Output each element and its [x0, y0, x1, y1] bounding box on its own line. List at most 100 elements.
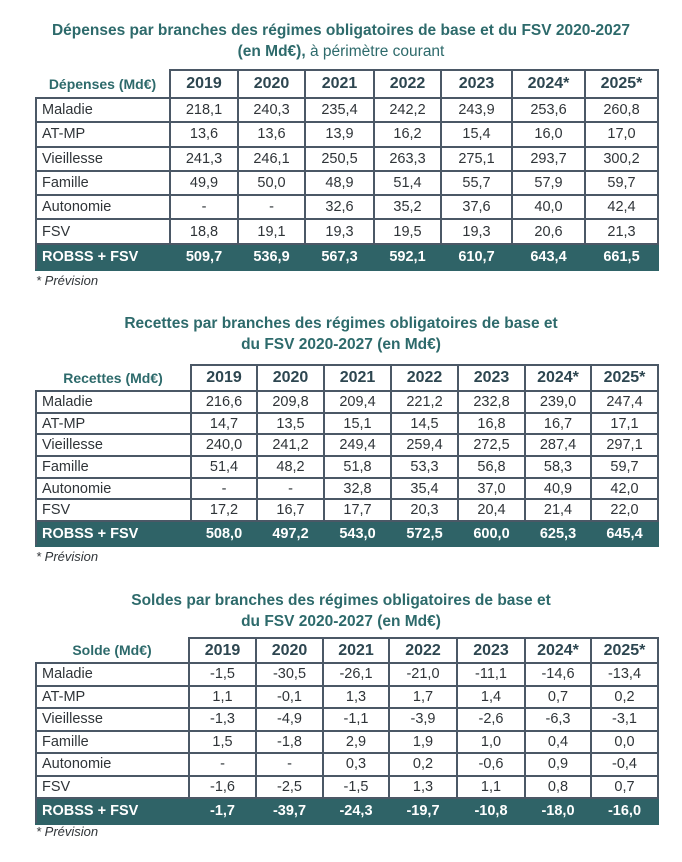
- table-row: Maladie 216,6 209,8 209,4 221,2 232,8 239,0 247…: [35, 390, 659, 414]
- branch-label: FSV: [35, 774, 190, 799]
- table-soldes: Solde (Md€) 2019 2020 2021 2022 2023 2024* 2025…: [35, 637, 659, 825]
- value-cell: 1,3: [388, 774, 458, 799]
- value-cell: 42,4: [584, 194, 659, 221]
- value-cell: 242,2: [373, 96, 442, 124]
- total-value-cell: 543,0: [323, 520, 392, 548]
- value-cell: 48,2: [256, 455, 325, 479]
- value-cell: 49,9: [169, 169, 239, 197]
- value-cell: 0,8: [524, 774, 592, 799]
- value-cell: 263,3: [373, 145, 442, 172]
- total-row: ROBSS + FSV -1,7 -39,7 -24,3 -19,7 -10,8 -18,0…: [35, 797, 659, 825]
- value-cell: 53,3: [390, 455, 459, 479]
- value-cell: 0,7: [590, 774, 659, 799]
- value-cell: 260,8: [584, 96, 659, 124]
- branch-label: AT-MP: [35, 121, 171, 148]
- value-cell: 59,7: [590, 455, 659, 479]
- footnote-depenses: * Prévision: [36, 273, 99, 288]
- value-cell: 241,2: [256, 433, 325, 458]
- year-header: 2025*: [590, 364, 659, 392]
- value-cell: -2,6: [456, 707, 526, 732]
- value-cell: 209,8: [256, 390, 325, 414]
- table-title-recettes: Recettes par branches des régimes obliga…: [124, 315, 558, 353]
- value-cell: -1,8: [255, 729, 324, 754]
- row-header-label: Solde (Md€): [36, 638, 189, 664]
- branch-label: FSV: [35, 218, 171, 245]
- value-cell: 19,1: [237, 218, 306, 245]
- value-cell: 293,7: [511, 145, 586, 172]
- total-value-cell: -16,0: [590, 797, 659, 825]
- total-value-cell: -39,7: [255, 797, 324, 825]
- value-cell: -21,0: [388, 662, 458, 687]
- total-value-cell: -10,8: [456, 797, 526, 825]
- total-value-cell: 600,0: [457, 520, 526, 548]
- value-cell: -2,5: [255, 774, 324, 799]
- value-cell: 243,9: [440, 96, 513, 124]
- value-cell: 259,4: [390, 433, 459, 458]
- value-cell: 18,8: [169, 218, 239, 245]
- value-cell: 240,0: [190, 433, 258, 458]
- branch-label: Vieillesse: [35, 433, 192, 458]
- value-cell: 16,7: [256, 498, 325, 523]
- value-cell: 239,0: [524, 390, 592, 414]
- value-cell: 51,4: [190, 455, 258, 479]
- total-value-cell: 508,0: [190, 520, 258, 548]
- value-cell: 249,4: [323, 433, 392, 458]
- total-value-cell: 643,4: [511, 242, 586, 271]
- total-row: ROBSS + FSV 509,7 536,9 567,3 592,1 610,7 643,…: [35, 242, 659, 271]
- value-cell: -3,9: [388, 707, 458, 732]
- value-cell: 42,0: [590, 476, 659, 501]
- branch-label: Famille: [35, 729, 190, 754]
- value-cell: 0,9: [524, 752, 592, 777]
- total-label: ROBSS + FSV: [35, 797, 190, 825]
- value-cell: 209,4: [323, 390, 392, 414]
- branch-label: Autonomie: [35, 194, 171, 221]
- value-cell: 1,1: [188, 684, 257, 709]
- value-cell: 2,9: [322, 729, 390, 754]
- year-header: 2020: [237, 69, 306, 99]
- value-cell: 58,3: [524, 455, 592, 479]
- value-cell: 35,4: [390, 476, 459, 501]
- value-cell: -1,5: [322, 774, 390, 799]
- value-cell: -26,1: [322, 662, 390, 687]
- value-cell: 17,7: [323, 498, 392, 523]
- value-cell: 275,1: [440, 145, 513, 172]
- year-header: 2020: [256, 364, 325, 392]
- table-row: Famille 49,9 50,0 48,9 51,4 55,7 57,9 59,7: [35, 169, 659, 197]
- footnote-recettes: * Prévision: [36, 549, 99, 564]
- value-cell: -0,1: [255, 684, 324, 709]
- year-header: 2024*: [524, 637, 592, 664]
- value-cell: 253,6: [511, 96, 586, 124]
- value-cell: -: [188, 752, 257, 777]
- year-header: 2022: [390, 364, 459, 392]
- value-cell: 19,3: [440, 218, 513, 245]
- value-cell: 16,7: [524, 411, 592, 436]
- value-cell: 272,5: [457, 433, 526, 458]
- value-cell: -3,1: [590, 707, 659, 732]
- value-cell: 0,4: [524, 729, 592, 754]
- value-cell: 16,8: [457, 411, 526, 436]
- row-header-label: Recettes (Md€): [36, 365, 191, 392]
- value-cell: 37,0: [457, 476, 526, 501]
- table-depenses: Dépenses (Md€) 2019 2020 2021 2022 2023 2024* 2…: [35, 69, 659, 271]
- table-recettes: Recettes (Md€) 2019 2020 2021 2022 2023 2024* 2…: [35, 364, 659, 548]
- table-row: FSV 18,8 19,1 19,3 19,5 19,3 20,6 21,3: [35, 218, 659, 245]
- year-header: 2024*: [511, 69, 586, 99]
- table-title-soldes: Soldes par branches des régimes obligato…: [131, 592, 551, 630]
- value-cell: 13,6: [169, 121, 239, 148]
- total-label: ROBSS + FSV: [35, 242, 171, 271]
- year-header: 2023: [457, 364, 526, 392]
- branch-label: FSV: [35, 498, 192, 523]
- value-cell: 20,4: [457, 498, 526, 523]
- value-cell: 35,2: [373, 194, 442, 221]
- value-cell: 1,9: [388, 729, 458, 754]
- value-cell: 232,8: [457, 390, 526, 414]
- branch-label: Maladie: [35, 390, 192, 414]
- total-value-cell: -19,7: [388, 797, 458, 825]
- value-cell: -6,3: [524, 707, 592, 732]
- table-row: AT-MP 1,1 -0,1 1,3 1,7 1,4 0,7 0,2: [35, 684, 659, 709]
- value-cell: 20,3: [390, 498, 459, 523]
- value-cell: 221,2: [390, 390, 459, 414]
- year-header: 2023: [440, 69, 513, 99]
- table-row: Autonomie - -32,6 35,2 37,6 40,0 42,4: [35, 194, 659, 221]
- value-cell: 16,0: [511, 121, 586, 148]
